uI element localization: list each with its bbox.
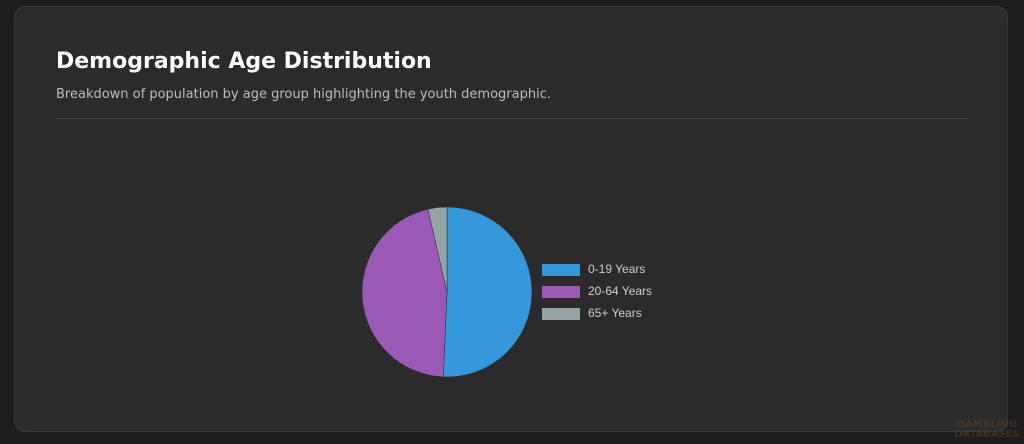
legend-label: 0-19 Years xyxy=(588,262,645,276)
legend-swatch xyxy=(542,286,580,298)
pie-slice xyxy=(427,206,448,293)
card: Demographic Age Distribution Breakdown o… xyxy=(14,6,1008,432)
pie-slice xyxy=(361,208,448,378)
legend-swatch xyxy=(542,264,580,276)
divider xyxy=(56,118,969,119)
legend-label: 20-64 Years xyxy=(588,284,652,298)
pie-slice xyxy=(443,206,533,378)
legend-label: 65+ Years xyxy=(588,306,642,320)
chart-subtitle: Breakdown of population by age group hig… xyxy=(56,87,551,102)
legend-swatch xyxy=(542,308,580,320)
chart-title: Demographic Age Distribution xyxy=(56,49,432,74)
watermark: GAMBLING DATABASES xyxy=(954,419,1020,440)
